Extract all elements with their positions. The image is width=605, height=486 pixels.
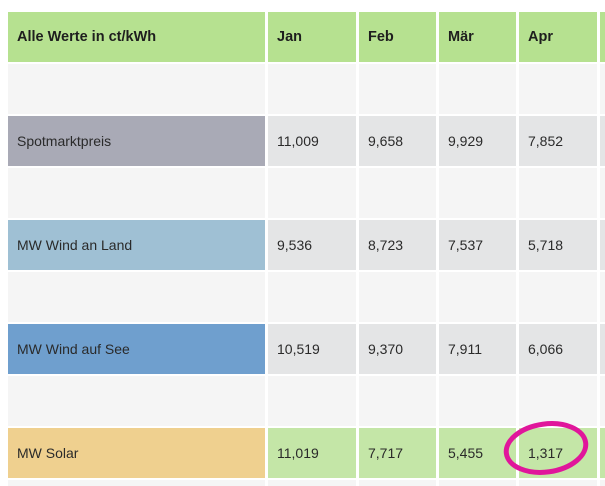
value-cell: 1,317 xyxy=(519,428,597,478)
spacer-cell xyxy=(439,376,516,426)
header-cell xyxy=(600,12,605,62)
spacer-cell xyxy=(8,272,265,322)
value-cell: 5,455 xyxy=(439,428,516,478)
row-label: Spotmarktpreis xyxy=(8,116,265,166)
value-cell: 9,370 xyxy=(359,324,436,374)
header-cell: Mär xyxy=(439,12,516,62)
value-cell: 10,519 xyxy=(268,324,356,374)
spacer-cell xyxy=(268,272,356,322)
spacer-cell xyxy=(359,168,436,218)
spacer-cell xyxy=(8,168,265,218)
spacer-cell xyxy=(268,64,356,114)
row-label: MW Wind an Land xyxy=(8,220,265,270)
value-cell: 11,009 xyxy=(268,116,356,166)
value-cell xyxy=(600,428,605,478)
spacer-cell xyxy=(8,480,265,486)
spacer-cell xyxy=(439,272,516,322)
spacer-cell xyxy=(519,168,597,218)
spacer-cell xyxy=(359,376,436,426)
value-cell: 9,658 xyxy=(359,116,436,166)
spacer-cell xyxy=(359,480,436,486)
spacer-cell xyxy=(519,272,597,322)
spacer-cell xyxy=(359,64,436,114)
value-cell xyxy=(600,116,605,166)
spacer-cell xyxy=(600,272,605,322)
value-cell: 5,718 xyxy=(519,220,597,270)
value-cell: 9,536 xyxy=(268,220,356,270)
row-label: MW Solar xyxy=(8,428,265,478)
spacer-cell xyxy=(268,480,356,486)
value-cell: 6,066 xyxy=(519,324,597,374)
spacer-cell xyxy=(8,64,265,114)
row-label: MW Wind auf See xyxy=(8,324,265,374)
spacer-cell xyxy=(519,376,597,426)
value-cell: 7,717 xyxy=(359,428,436,478)
spacer-cell xyxy=(600,376,605,426)
value-cell: 7,537 xyxy=(439,220,516,270)
header-cell: Feb xyxy=(359,12,436,62)
spacer-cell xyxy=(600,64,605,114)
spacer-cell xyxy=(600,480,605,486)
spacer-cell xyxy=(268,376,356,426)
spacer-cell xyxy=(519,480,597,486)
spacer-cell xyxy=(268,168,356,218)
spacer-cell xyxy=(439,64,516,114)
value-cell: 11,019 xyxy=(268,428,356,478)
value-cell: 8,723 xyxy=(359,220,436,270)
value-cell: 7,911 xyxy=(439,324,516,374)
header-cell: Apr xyxy=(519,12,597,62)
spacer-cell xyxy=(439,168,516,218)
spacer-cell xyxy=(519,64,597,114)
spacer-cell xyxy=(8,376,265,426)
value-cell xyxy=(600,220,605,270)
value-cell xyxy=(600,324,605,374)
value-cell: 7,852 xyxy=(519,116,597,166)
spacer-cell xyxy=(600,168,605,218)
value-cell: 9,929 xyxy=(439,116,516,166)
spacer-cell xyxy=(439,480,516,486)
header-cell: Alle Werte in ct/kWh xyxy=(8,12,265,62)
spacer-cell xyxy=(359,272,436,322)
header-cell: Jan xyxy=(268,12,356,62)
